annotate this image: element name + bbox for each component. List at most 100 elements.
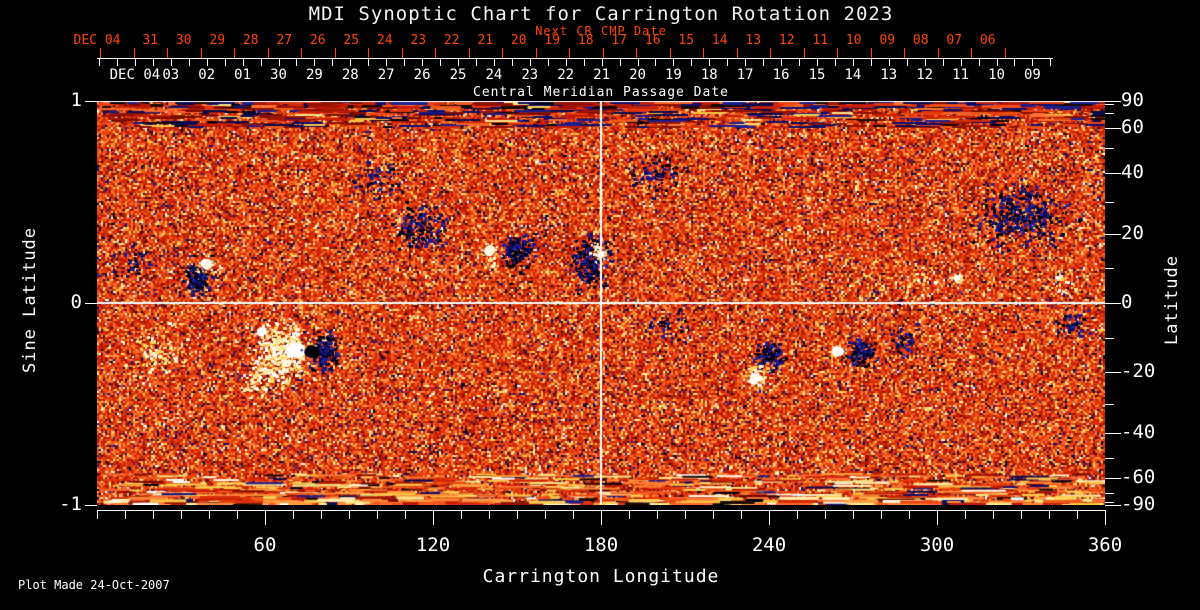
next-cr-day-label: 09 [879,33,896,48]
cmp-axis-title: Central Meridian Passage Date [473,85,729,100]
cmp-tick [583,58,585,66]
cmp-day-label: 20 [629,67,646,83]
lat-tick-label: 90 [1121,89,1144,111]
y-tick-label: 0 [70,291,82,313]
next-cr-tick [200,48,202,58]
lat-major-tick [1105,173,1121,175]
next-cr-tick [167,48,168,58]
lat-minor-tick [1105,404,1114,405]
x-minor-tick [909,510,910,519]
cmp-tick [924,58,926,66]
next-cr-day-label: 15 [678,33,695,48]
x-tick-label: 240 [751,534,787,556]
lat-minor-tick [1105,148,1114,150]
lat-tick-label: 40 [1121,161,1144,184]
x-major-tick [601,510,602,525]
cmp-tick [278,58,280,66]
x-minor-tick [489,510,490,519]
cmp-day-label: 18 [700,67,718,83]
cmp-tick [296,58,298,66]
cmp-tick [834,58,836,66]
next-cr-tick [1004,48,1006,58]
next-cr-tick [133,48,135,58]
cmp-tick [152,58,154,66]
next-cr-tick [870,48,872,58]
x-minor-tick [573,510,574,519]
x-minor-tick [657,510,658,519]
cmp-day-label: 11 [952,67,970,83]
lat-tick-label: -60 [1121,465,1156,488]
next-cr-day-label: 07 [946,33,963,48]
cmp-tick [852,58,854,66]
cmp-tick [906,58,908,66]
cmp-tick [709,58,711,66]
bottom-axis-title: Carrington Longitude [482,566,720,587]
cmp-tick [368,58,370,66]
lat-major-tick [1105,233,1121,235]
x-minor-tick [377,510,378,519]
cmp-day-label: 25 [449,67,467,83]
cmp-tick [170,58,172,66]
next-cr-tick [971,48,972,58]
next-cr-tick [435,48,436,58]
next-cr-day-label: 26 [309,33,326,48]
x-minor-tick [853,510,854,519]
next-cr-tick [267,48,269,58]
x-minor-tick [1049,510,1050,519]
next-cr-day-label: 20 [510,33,527,48]
right-axis-title: Latitude [1162,255,1182,345]
next-cr-day-label: 17 [611,33,628,48]
cmp-day-label: 19 [664,67,682,83]
next-cr-tick [703,48,704,58]
next-cr-tick [468,48,470,58]
next-cr-tick [937,48,939,58]
x-major-tick [1105,510,1106,525]
cmp-day-label: 24 [485,67,503,83]
cmp-tick [960,58,962,66]
cmp-tick [224,58,226,66]
x-major-tick [769,510,770,525]
x-minor-tick [181,510,182,519]
cmp-tick [529,58,531,66]
cmp-day-label: 23 [521,67,539,83]
y-tick-label: 1 [70,89,82,111]
cmp-axis-line [97,58,1053,59]
cmp-tick [888,58,890,66]
x-minor-tick [545,510,546,519]
next-cr-day-label: 19 [544,33,561,48]
cmp-tick [691,58,693,66]
next-cr-tick [602,48,604,58]
cmp-tick [475,58,477,66]
y-tick [85,303,97,304]
cmp-tick [260,58,262,66]
lat-minor-tick [1105,202,1114,203]
next-cr-month-label: DEC 04 [73,33,121,48]
cmp-day-label: 29 [305,67,323,83]
x-minor-tick [965,510,966,519]
y-tick [85,505,97,506]
x-minor-tick [97,510,98,519]
lat-major-tick [1105,372,1121,374]
next-cr-tick [502,48,503,58]
next-cr-day-label: 12 [778,33,795,48]
next-cr-day-label: 24 [376,33,393,48]
x-minor-tick [797,510,798,519]
x-minor-tick [293,510,294,519]
next-cr-day-label: 30 [175,33,192,48]
left-axis-title: Sine Latitude [20,226,40,374]
cmp-tick [565,58,567,66]
cmp-day-label: 27 [377,67,395,83]
cmp-day-label: 21 [593,67,611,83]
next-cr-tick [535,48,537,58]
cmp-tick [116,58,118,66]
x-minor-tick [825,510,826,519]
cmp-day-label: 01 [234,67,252,83]
lat-major-tick [1105,432,1121,434]
lat-tick-label: 60 [1121,116,1144,139]
cmp-tick [673,58,675,66]
x-minor-tick [461,510,462,519]
cmp-day-label: 03 [162,67,180,83]
x-tick-label: 180 [583,534,619,556]
lat-minor-tick [1105,457,1114,459]
